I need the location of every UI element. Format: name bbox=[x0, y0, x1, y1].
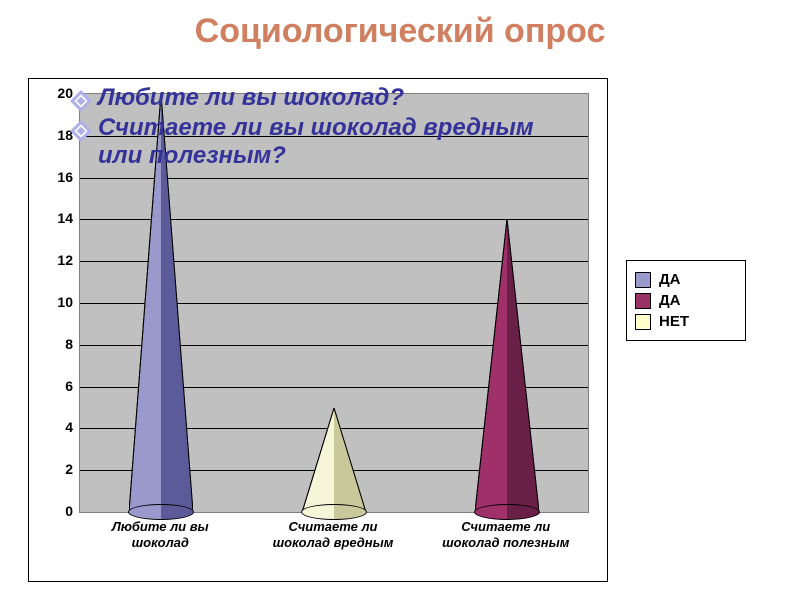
legend-item: ДА bbox=[635, 292, 737, 309]
x-category-label: Считаете лишоколад полезным bbox=[421, 519, 591, 550]
legend-swatch bbox=[635, 272, 651, 288]
y-tick-label: 10 bbox=[33, 294, 73, 310]
cone-body-icon bbox=[302, 408, 366, 513]
cone-body-icon bbox=[475, 219, 539, 512]
question-item: Любите ли вы шоколад? bbox=[70, 84, 578, 112]
legend-swatch bbox=[635, 314, 651, 330]
question-text: Любите ли вы шоколад? bbox=[98, 84, 404, 112]
y-tick-label: 4 bbox=[33, 419, 73, 435]
legend-label: НЕТ bbox=[659, 313, 689, 330]
legend: ДА ДА НЕТ bbox=[626, 260, 746, 341]
y-tick-label: 20 bbox=[33, 85, 73, 101]
cone-base bbox=[128, 504, 194, 520]
legend-label: ДА bbox=[659, 271, 681, 288]
cone bbox=[302, 408, 366, 513]
diamond-bullet-icon bbox=[70, 120, 92, 142]
legend-item: ДА bbox=[635, 271, 737, 288]
x-category-label: Любите ли вышоколад bbox=[75, 519, 245, 550]
page-title: Социологический опрос bbox=[0, 12, 800, 51]
y-tick-label: 12 bbox=[33, 252, 73, 268]
y-tick-label: 18 bbox=[33, 127, 73, 143]
legend-label: ДА bbox=[659, 292, 681, 309]
question-text: Считаете ли вы шоколад вредным или полез… bbox=[98, 114, 578, 169]
cone-base bbox=[474, 504, 540, 520]
diamond-bullet-icon bbox=[70, 90, 92, 112]
legend-item: НЕТ bbox=[635, 313, 737, 330]
cone-base bbox=[301, 504, 367, 520]
x-category-label: Считаете лишоколад вредным bbox=[248, 519, 418, 550]
y-tick-label: 0 bbox=[33, 503, 73, 519]
y-tick-label: 2 bbox=[33, 461, 73, 477]
y-tick-label: 6 bbox=[33, 378, 73, 394]
legend-swatch bbox=[635, 293, 651, 309]
y-tick-label: 8 bbox=[33, 336, 73, 352]
y-tick-label: 14 bbox=[33, 210, 73, 226]
question-item: Считаете ли вы шоколад вредным или полез… bbox=[70, 114, 578, 169]
question-list: Любите ли вы шоколад?Считаете ли вы шоко… bbox=[70, 84, 578, 171]
y-tick-label: 16 bbox=[33, 169, 73, 185]
cone bbox=[475, 219, 539, 512]
